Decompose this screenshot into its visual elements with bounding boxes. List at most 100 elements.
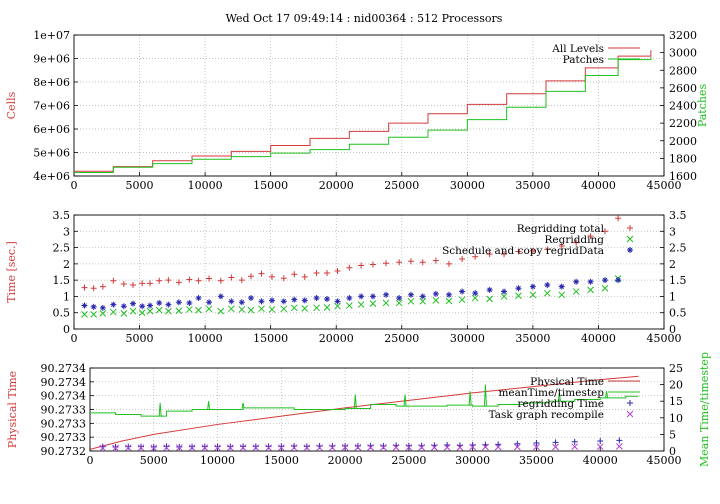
data-point xyxy=(313,269,320,276)
legend-label: Task graph recompile xyxy=(489,409,604,421)
plot-frame xyxy=(73,34,665,177)
data-point xyxy=(358,293,365,300)
data-point xyxy=(383,291,390,298)
y-tick-label: 8e+06 xyxy=(33,76,70,89)
x-tick-label: 5000 xyxy=(126,179,154,192)
data-point xyxy=(238,277,245,284)
data-point xyxy=(418,443,425,451)
data-point xyxy=(303,444,311,452)
y2-tick-label: 3.5 xyxy=(669,209,687,222)
x-tick-label: 35000 xyxy=(519,454,554,467)
data-point xyxy=(217,307,225,315)
data-point xyxy=(515,248,522,255)
data-point xyxy=(206,299,213,306)
series-spike xyxy=(557,392,561,402)
data-point xyxy=(138,309,146,317)
data-point xyxy=(358,262,365,269)
y-tick-label: 2.5 xyxy=(53,242,71,255)
data-point xyxy=(130,300,136,307)
data-point xyxy=(175,307,183,315)
data-point xyxy=(99,444,107,452)
data-point xyxy=(206,275,213,282)
data-point xyxy=(357,301,365,308)
x-tick-label: 45000 xyxy=(647,332,682,345)
data-point xyxy=(601,284,609,292)
data-point xyxy=(252,443,259,450)
y-tick-label: 7e+06 xyxy=(33,100,70,113)
data-point xyxy=(407,291,414,298)
data-point xyxy=(323,304,331,311)
legend-label: regridding Time xyxy=(518,398,605,410)
data-point xyxy=(120,310,128,317)
y2-axis-label: Patches xyxy=(696,84,709,128)
data-point xyxy=(419,293,426,300)
data-point xyxy=(572,288,580,295)
data-point xyxy=(380,443,387,451)
data-point xyxy=(201,444,209,452)
series-spike xyxy=(207,401,211,410)
y-tick-label: 90.2734 xyxy=(41,390,87,403)
data-point xyxy=(90,285,97,292)
data-point xyxy=(459,288,466,295)
y2-tick-label: 2400 xyxy=(669,100,697,113)
data-point xyxy=(341,443,349,451)
data-point xyxy=(112,444,119,451)
x-tick-label: 0 xyxy=(87,454,94,467)
y2-tick-label: 2 xyxy=(669,258,676,271)
data-point xyxy=(471,294,479,302)
data-point xyxy=(252,444,260,452)
x-tick-label: 30000 xyxy=(455,454,490,467)
data-point xyxy=(124,444,132,452)
data-point xyxy=(195,295,202,302)
data-point xyxy=(238,299,245,306)
data-point xyxy=(395,299,403,307)
y2-tick-label: 0 xyxy=(669,323,676,336)
x-tick-label: 0 xyxy=(71,332,78,345)
data-point xyxy=(205,305,213,313)
y2-tick-label: 15 xyxy=(669,395,683,408)
data-point xyxy=(405,443,413,451)
data-point xyxy=(165,307,172,315)
data-point xyxy=(316,444,323,452)
y-tick-label: 3.5 xyxy=(53,209,71,222)
data-point xyxy=(90,303,97,310)
data-point xyxy=(186,276,193,283)
data-point xyxy=(248,273,254,280)
data-point xyxy=(459,255,466,262)
y-tick-label: 2 xyxy=(63,258,70,271)
x-tick-label: 25000 xyxy=(384,179,419,192)
data-point xyxy=(189,443,196,450)
y2-axis-label: Mean Time/timestep xyxy=(698,352,711,467)
data-point xyxy=(419,259,426,266)
data-point xyxy=(268,273,275,280)
data-point xyxy=(445,260,452,267)
y2-tick-label: 25 xyxy=(669,362,683,375)
data-point xyxy=(137,444,145,452)
data-point xyxy=(396,259,403,266)
y-tick-label: 5e+06 xyxy=(33,147,70,160)
data-point xyxy=(110,301,117,308)
x-tick-label: 35000 xyxy=(515,332,550,345)
series-spike xyxy=(483,384,487,407)
data-point xyxy=(120,303,127,310)
data-point xyxy=(175,279,182,286)
data-point xyxy=(228,298,235,305)
data-point xyxy=(571,438,578,445)
y-tick-label: 90.2733 xyxy=(41,404,87,417)
y-tick-label: 6e+06 xyxy=(33,123,70,136)
data-point xyxy=(156,277,163,284)
data-point xyxy=(445,297,453,305)
x-tick-label: 25000 xyxy=(391,454,426,467)
data-point xyxy=(382,299,390,307)
data-point xyxy=(486,286,493,293)
data-point xyxy=(268,306,276,313)
data-point xyxy=(587,233,594,240)
x-tick-label: 40000 xyxy=(581,332,616,345)
data-point xyxy=(150,444,157,451)
legend-marker xyxy=(627,247,633,253)
data-point xyxy=(248,295,254,302)
y2-tick-label: 0.5 xyxy=(669,307,687,320)
y2-tick-label: 2.5 xyxy=(669,242,687,255)
x-tick-label: 30000 xyxy=(450,179,485,192)
x-tick-label: 0 xyxy=(71,179,78,192)
